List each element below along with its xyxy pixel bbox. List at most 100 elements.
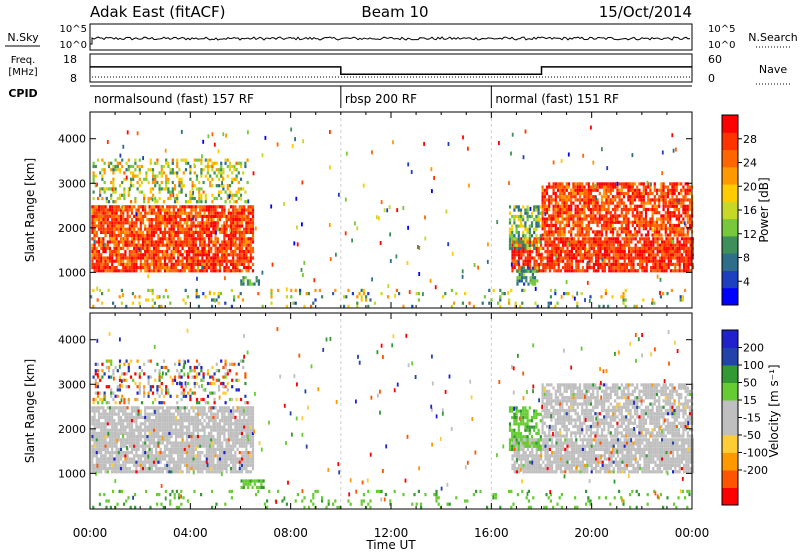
scatter-speck: [301, 180, 304, 185]
scatter-cell: [210, 237, 213, 241]
scatter-cell: [183, 250, 186, 254]
scatter-cell: [122, 266, 125, 270]
scatter-cell: [245, 266, 248, 270]
scatter-cell: [630, 250, 633, 254]
scatter-cell: [100, 205, 103, 209]
scatter-cell: [97, 208, 101, 212]
scatter-cell: [196, 246, 200, 250]
scatter-cell: [135, 230, 138, 234]
scatter-cell: [627, 182, 630, 186]
scatter-cell: [168, 205, 171, 209]
scatter-cell: [190, 221, 193, 225]
scatter-speck: [302, 139, 304, 144]
scatter-cell: [205, 218, 208, 222]
scatter-cell: [619, 262, 622, 266]
scatter-cell: [650, 259, 653, 263]
scatter-cell: [520, 269, 523, 273]
scatter-cell: [488, 301, 491, 305]
scatter-cell: [190, 454, 193, 458]
scatter-cell: [633, 182, 637, 186]
scatter-cell: [130, 447, 134, 451]
scatter-cell: [129, 180, 133, 185]
scatter-cell: [198, 180, 201, 185]
scatter-cell: [188, 428, 191, 432]
scatter-cell: [201, 428, 204, 432]
scatter-cell: [166, 415, 169, 419]
scatter-cell: [566, 259, 569, 263]
scatter-cell: [577, 243, 580, 247]
scatter-cell: [185, 256, 189, 260]
scatter-cell: [570, 253, 573, 257]
scatter-speck: [510, 262, 513, 267]
scatter-cell: [127, 193, 130, 197]
scatter-cell: [179, 451, 182, 455]
scatter-cell: [152, 262, 156, 266]
scatter-cell: [152, 428, 156, 432]
scatter-cell: [691, 250, 694, 254]
scatter-cell: [662, 292, 665, 296]
scatter-cell: [561, 198, 564, 202]
scatter-cell: [589, 185, 593, 189]
scatter-cell: [684, 211, 687, 215]
scatter-cell: [130, 444, 134, 448]
scatter-cell: [650, 253, 653, 257]
scatter-cell: [617, 266, 620, 270]
scatter-cell: [238, 234, 241, 238]
scatter-cell: [118, 295, 121, 299]
scatter-cell: [158, 184, 161, 188]
scatter-cell: [567, 204, 571, 208]
scatter-cell: [559, 250, 562, 254]
scatter-cell: [123, 190, 126, 194]
scatter-cell: [148, 253, 151, 257]
scatter-cell: [181, 438, 184, 442]
scatter-cell: [111, 214, 114, 218]
scatter-cell: [194, 422, 197, 426]
scatter-cell: [103, 168, 106, 172]
scatter-cell: [534, 276, 537, 280]
scatter-cell: [114, 187, 117, 191]
scatter-cell: [148, 234, 151, 238]
scatter-cell: [133, 243, 136, 247]
scatter-cell: [642, 188, 645, 192]
scatter-cell: [673, 211, 676, 215]
scatter-cell: [554, 195, 557, 199]
scatter-speck: [552, 160, 555, 165]
scatter-cell: [144, 441, 147, 445]
scatter-cell: [677, 191, 681, 196]
scatter-cell: [119, 406, 123, 410]
scatter-cell: [135, 237, 138, 241]
scatter-cell: [603, 256, 606, 260]
scatter-cell: [139, 435, 142, 439]
scatter-cell: [114, 158, 117, 162]
scatter-cell: [216, 253, 219, 257]
scatter-cell: [627, 185, 630, 189]
scatter-cell: [561, 191, 564, 196]
scatter-cell: [107, 200, 111, 204]
scatter-cell: [548, 233, 551, 237]
scatter-cell: [166, 230, 169, 234]
scatter-cell: [196, 438, 200, 442]
scatter-cell: [528, 246, 531, 251]
scatter-cell: [236, 224, 239, 228]
scatter-cell: [511, 250, 514, 254]
scatter-cell: [213, 292, 216, 296]
scatter-cell: [124, 454, 127, 458]
scatter-cell: [567, 211, 571, 215]
scatter-speck: [418, 272, 421, 276]
scatter-cell: [550, 185, 553, 189]
scatter-cell: [135, 463, 138, 467]
scatter-cell: [218, 269, 222, 273]
scatter-cell: [530, 211, 534, 215]
scatter-cell: [673, 188, 676, 192]
scatter-cell: [140, 164, 144, 169]
scatter-cell: [163, 435, 167, 439]
scatter-cell: [140, 190, 144, 194]
scatter-cell: [203, 221, 206, 225]
scatter-cell: [194, 435, 197, 439]
scatter-cell: [144, 467, 147, 471]
scatter-cell: [130, 457, 134, 461]
scatter-cell: [229, 243, 233, 247]
scatter-cell: [592, 195, 595, 199]
scatter-speck: [477, 265, 479, 270]
scatter-cell: [672, 256, 675, 260]
